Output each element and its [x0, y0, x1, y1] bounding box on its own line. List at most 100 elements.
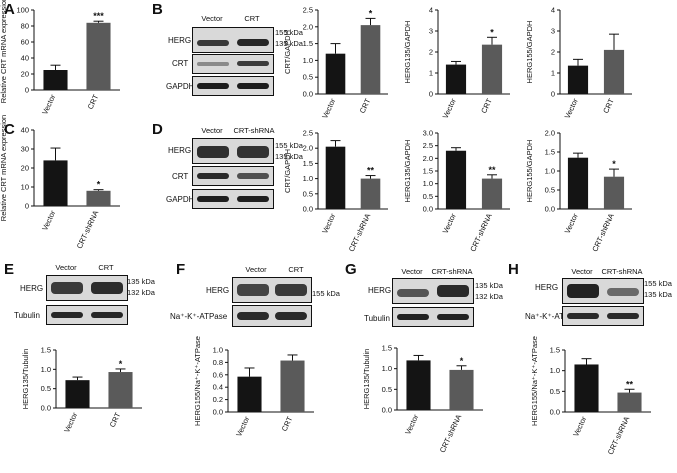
- blot-h-lane-2: CRT-shRNA: [601, 267, 643, 276]
- chart-d1-bar: [360, 178, 381, 209]
- chart-a-ytick-label: 80: [21, 22, 29, 31]
- chart-h-ylabel: HERG155/Na⁺-K⁺-ATPase: [530, 336, 539, 426]
- chart-a: 0 20 40 60 80 100 Relative CRT mRNA expression…: [0, 0, 120, 116]
- panel-label-e: E: [4, 261, 15, 278]
- chart-f-ytick-label: 0.4: [213, 383, 223, 392]
- chart-b3-category-label: Vector: [563, 97, 580, 121]
- blot-b-row-crt: CRT: [172, 59, 189, 68]
- chart-f-category-label: CRT: [280, 415, 295, 433]
- chart-g-ytick-label: 0.0: [382, 406, 392, 415]
- chart-d3: 0.0 0.5 1.0 1.5 2.0 HERG155/GAPDH Vector * CRT-s…: [525, 129, 632, 253]
- chart-a-ytick-label: 40: [21, 54, 29, 63]
- chart-b1-ytick-label: 0.0: [303, 90, 313, 99]
- chart-g-bar: [449, 369, 474, 410]
- chart-d3-ytick-label: 1.0: [545, 167, 555, 176]
- chart-h-ytick-label: 1.5: [550, 346, 560, 355]
- chart-d1-ytick-label: 2.5: [303, 129, 313, 138]
- blot-e-lane-2: CRT: [98, 263, 114, 272]
- chart-g-ytick-label: 0.5: [382, 385, 392, 394]
- blot-g-row-herg: HERG: [368, 286, 392, 295]
- chart-f-bar: [280, 360, 305, 412]
- chart-b2-ytick-label: 2: [429, 48, 433, 57]
- chart-f-ytick-label: 0.6: [213, 370, 223, 379]
- chart-f-ytick-label: 0.8: [213, 358, 223, 367]
- blot-f-kda-1: 155 kDa: [312, 289, 340, 298]
- chart-d2-ytick-label: 1.5: [423, 167, 433, 176]
- blot-g-kda-1: 135 kDa: [475, 281, 503, 290]
- panel-label-h: H: [508, 261, 519, 278]
- blot-h-lane-1: Vector: [571, 267, 593, 276]
- chart-h-ytick-label: 0.0: [550, 408, 560, 417]
- chart-d3-ytick-label: 2.0: [545, 129, 555, 138]
- chart-d2-ytick-label: 1.0: [423, 179, 433, 188]
- chart-b3-bar: [603, 49, 625, 94]
- blot-g-tubulin-image: [392, 307, 474, 327]
- chart-c-ytick-label: 20: [21, 164, 29, 173]
- chart-d3-ylabel: HERG155/GAPDH: [525, 140, 534, 203]
- blot-f-herg-image: [232, 277, 312, 303]
- panel-label-f: F: [176, 261, 186, 278]
- chart-c-ytick-label: 30: [21, 145, 29, 154]
- chart-e-significance: *: [119, 359, 123, 369]
- blot-d-row-herg: HERG: [168, 146, 192, 155]
- blot-d-row-gapdh: GAPDH: [166, 195, 195, 204]
- blot-g-row-tubulin: Tubulin: [364, 314, 390, 323]
- blot-h-atpase-image: [562, 306, 644, 326]
- chart-a-category-label: Vector: [40, 93, 57, 117]
- blot-b-lane-2: CRT: [244, 14, 260, 23]
- chart-a-ytick-label: 60: [21, 38, 29, 47]
- chart-b2-bar: [481, 44, 503, 94]
- chart-d3-category-label: Vector: [563, 212, 580, 236]
- chart-e-ytick-label: 1.5: [41, 346, 51, 355]
- blot-b-kda-1: 155 kDa: [275, 28, 303, 37]
- chart-b1-category-label: Vector: [320, 97, 337, 121]
- chart-d1: 0.0 0.5 1.0 1.5 2.0 2.5 CRT/GAPDH Vector ** CRT-s…: [283, 129, 388, 253]
- chart-h: 0.0 0.5 1.0 1.5 HERG155/Na⁺-K⁺-ATPase Vector *…: [530, 336, 651, 456]
- chart-a-bar: [43, 70, 68, 90]
- chart-e-category-label: Vector: [62, 411, 79, 435]
- chart-e-bar: [108, 372, 133, 408]
- chart-g-ytick-label: 1.5: [382, 344, 392, 353]
- blot-h-kda-1: 155 kDa: [644, 279, 672, 288]
- chart-d2-ytick-label: 2.5: [423, 141, 433, 150]
- blot-d-lane-2: CRT-shRNA: [233, 126, 275, 135]
- chart-e-bar: [65, 380, 90, 408]
- chart-e-ytick-label: 0.0: [41, 404, 51, 413]
- chart-h-bar: [574, 364, 599, 412]
- chart-b2-category-label: CRT: [479, 97, 494, 115]
- chart-g-category-label: Vector: [403, 413, 420, 437]
- chart-b2-significance: *: [490, 27, 494, 37]
- blot-h-row-herg: HERG: [535, 283, 559, 292]
- chart-b2-ytick-label: 0: [429, 90, 433, 99]
- chart-b3-category-label: CRT: [601, 97, 616, 115]
- chart-b3-ytick-label: 3: [551, 27, 555, 36]
- chart-a-ytick-label: 100: [16, 6, 29, 15]
- chart-f-ytick-label: 1.0: [213, 346, 223, 355]
- chart-g-category-label: CRT-shRNA: [438, 413, 464, 454]
- chart-b1-ytick-label: 0.5: [303, 73, 313, 82]
- chart-a-ytick-label: 0: [25, 86, 29, 95]
- chart-e-ytick-label: 0.5: [41, 384, 51, 393]
- chart-b3-ytick-label: 4: [551, 6, 555, 15]
- chart-d1-bar: [325, 146, 346, 209]
- blot-f-row-herg: HERG: [206, 286, 230, 295]
- chart-b1-ytick-label: 1.5: [303, 39, 313, 48]
- chart-e-ylabel: HERG135/Tubulin: [21, 349, 30, 410]
- blot-b-herg-image: [192, 27, 274, 53]
- chart-h-significance: **: [626, 379, 634, 389]
- chart-e: 0.0 0.5 1.0 1.5 HERG135/Tubulin Vector * CRT: [21, 346, 142, 435]
- blot-e-row-tubulin: Tubulin: [14, 311, 40, 320]
- chart-d1-significance: **: [367, 166, 375, 176]
- chart-d2-ylabel: HERG135/GAPDH: [403, 140, 412, 203]
- chart-a-significance: ***: [93, 11, 104, 21]
- chart-h-ytick-label: 0.5: [550, 387, 560, 396]
- chart-g-bar: [406, 360, 431, 410]
- chart-d1-ytick-label: 0.0: [303, 205, 313, 214]
- chart-b1: 0.0 0.5 1.0 1.5 2.0 2.5 CRT/GAPDH Vector * CRT: [283, 6, 388, 121]
- chart-h-category-label: CRT-shRNA: [606, 415, 632, 456]
- chart-a-ytick-label: 20: [21, 70, 29, 79]
- chart-b2-ylabel: HERG135/GAPDH: [403, 21, 412, 84]
- chart-b3-ytick-label: 2: [551, 48, 555, 57]
